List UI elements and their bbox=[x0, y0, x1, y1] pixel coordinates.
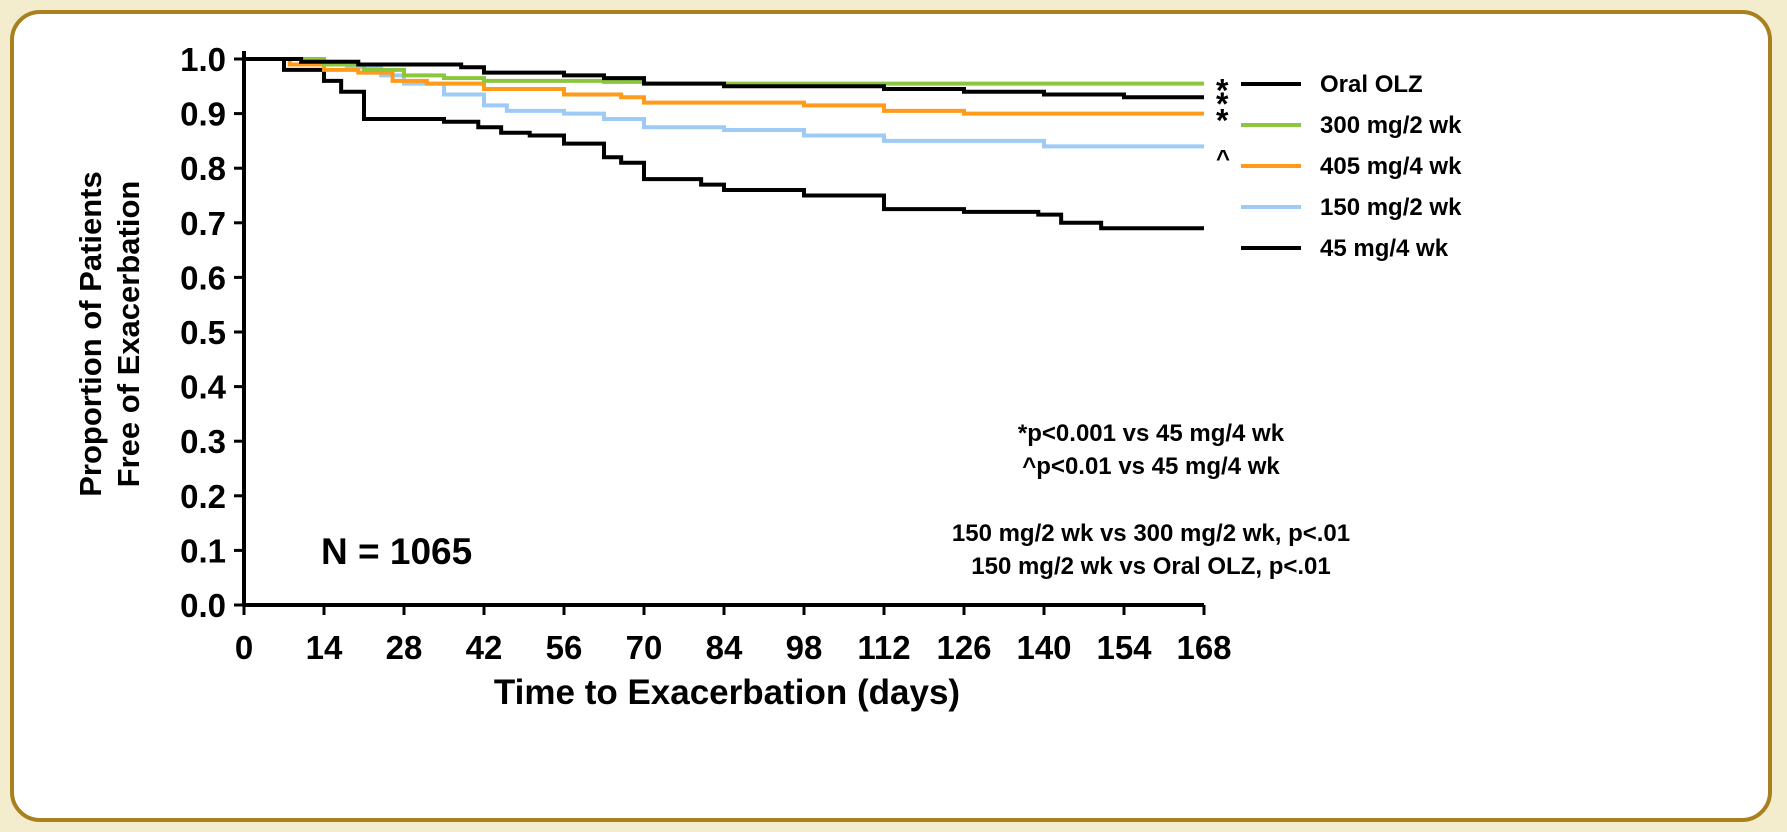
y-tick-label-1: 0.1 bbox=[180, 532, 226, 569]
legend-label-3: 150 mg/2 wk bbox=[1320, 194, 1462, 221]
series-end-marker-3: ^ bbox=[1216, 145, 1230, 172]
x-tick-label-8: 112 bbox=[857, 629, 910, 666]
x-tick-label-9: 126 bbox=[936, 629, 991, 666]
significance-note-2: ^p<0.01 vs 45 mg/4 wk bbox=[1022, 453, 1280, 480]
x-tick-label-0: 0 bbox=[235, 629, 253, 666]
legend-label-1: 300 mg/2 wk bbox=[1320, 112, 1462, 139]
n-label: N = 1065 bbox=[321, 531, 472, 572]
significance-note-1: *p<0.001 vs 45 mg/4 wk bbox=[1018, 420, 1285, 447]
x-tick-label-4: 56 bbox=[546, 629, 583, 666]
series-line-0 bbox=[244, 57, 1204, 100]
series-end-marker-0: * bbox=[1216, 86, 1229, 122]
series-line-2 bbox=[244, 57, 1204, 116]
y-axis-label-line-2: Free of Exacerbation bbox=[111, 181, 146, 488]
legend-label-4: 45 mg/4 wk bbox=[1320, 235, 1449, 262]
comparison-note-2: 150 mg/2 wk vs Oral OLZ, p<.01 bbox=[971, 553, 1331, 580]
x-tick-label-2: 28 bbox=[386, 629, 423, 666]
survival-chart: 0 14 28 42 56 70 84 98 112 126 140 154 168 0.0 0.1 0.2 0… bbox=[73, 41, 1462, 712]
y-tick-label-8: 0.8 bbox=[180, 150, 226, 187]
series-end-marker-1: * bbox=[1216, 73, 1229, 109]
x-axis-label: Time to Exacerbation (days) bbox=[494, 673, 960, 712]
y-tick-label-7: 0.7 bbox=[180, 205, 226, 242]
y-tick-label-6: 0.6 bbox=[180, 259, 226, 296]
y-axis-label-line-1: Proportion of Patients bbox=[73, 171, 108, 497]
y-tick-label-0: 0.0 bbox=[180, 587, 226, 624]
x-tick-label-10: 140 bbox=[1016, 629, 1071, 666]
x-tick-label-11: 154 bbox=[1096, 629, 1152, 666]
series-line-4 bbox=[244, 57, 1204, 231]
series-line-3 bbox=[244, 57, 1204, 149]
y-tick-label-3: 0.3 bbox=[180, 423, 226, 460]
legend: Oral OLZ 300 mg/2 wk 405 mg/4 wk 150 mg/2 w… bbox=[1241, 71, 1462, 262]
comparison-note-1: 150 mg/2 wk vs 300 mg/2 wk, p<.01 bbox=[952, 520, 1350, 547]
series-layer bbox=[244, 57, 1204, 231]
y-tick-label-4: 0.4 bbox=[180, 369, 227, 406]
y-tick-label-9: 0.9 bbox=[180, 96, 226, 133]
y-tick-label-5: 0.5 bbox=[180, 314, 226, 351]
y-tick-label-10: 1.0 bbox=[180, 41, 226, 78]
markers-layer: *** ^ bbox=[1216, 73, 1230, 173]
x-tick-label-5: 70 bbox=[626, 629, 663, 666]
x-tick-label-1: 14 bbox=[306, 629, 343, 666]
x-tick-label-7: 98 bbox=[786, 629, 823, 666]
legend-label-0: Oral OLZ bbox=[1320, 71, 1423, 98]
legend-label-2: 405 mg/4 wk bbox=[1320, 153, 1462, 180]
chart-frame: 0 14 28 42 56 70 84 98 112 126 140 154 168 0.0 0.1 0.2 0… bbox=[10, 10, 1772, 822]
y-tick-label-2: 0.2 bbox=[180, 478, 226, 515]
x-tick-label-12: 168 bbox=[1176, 629, 1231, 666]
x-tick-label-6: 84 bbox=[706, 629, 743, 666]
x-tick-label-3: 42 bbox=[466, 629, 503, 666]
y-axis-label: Proportion of Patients Free of Exacerbat… bbox=[73, 171, 146, 497]
series-end-marker-2: * bbox=[1216, 103, 1229, 139]
ticks-layer: 0 14 28 42 56 70 84 98 112 126 140 154 168 0.0 0.1 0.2 0… bbox=[180, 41, 1231, 666]
